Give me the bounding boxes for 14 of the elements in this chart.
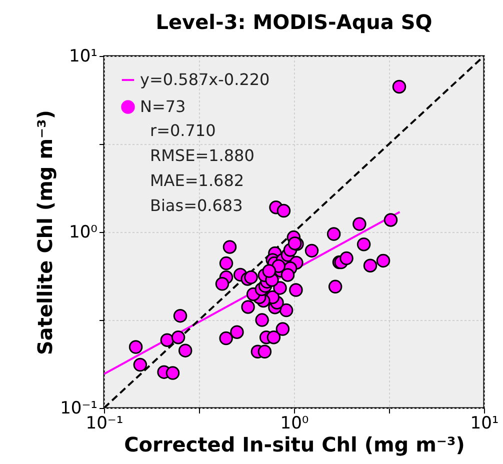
legend-label: y=0.587x-0.220	[140, 70, 270, 89]
legend-label: N=73	[140, 97, 186, 116]
x-tick-label: 10¹	[470, 414, 499, 434]
chart-title: Level-3: MODIS-Aqua SQ	[156, 10, 432, 34]
x-tick-label: 10⁻¹	[86, 414, 124, 434]
annotation: RMSE=1.880	[150, 146, 254, 165]
y-tick-label: 10⁰	[69, 222, 98, 242]
annotation: Bias=0.683	[150, 196, 243, 215]
x-axis-title: Corrected In-situ Chl (mg m⁻³)	[124, 432, 465, 456]
y-axis-title: Satellite Chl (mg m⁻³)	[33, 110, 58, 355]
annotation: MAE=1.682	[150, 171, 244, 190]
y-tick-label: 10¹	[69, 46, 98, 66]
x-tick-label: 10⁰	[280, 414, 309, 434]
annotation: r=0.710	[150, 121, 216, 140]
